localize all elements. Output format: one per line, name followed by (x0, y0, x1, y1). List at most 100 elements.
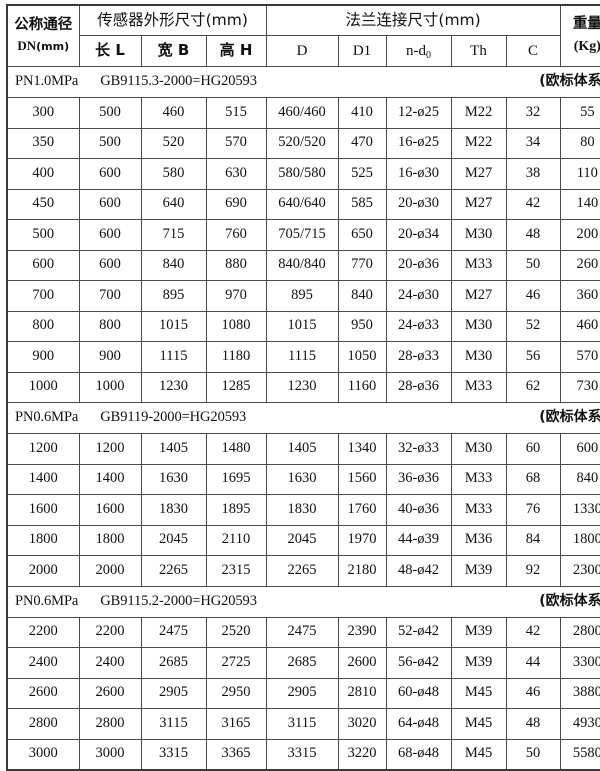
table-row: 600 600 840 880 840/840 770 20-ø36 M33 50 260 (6, 249, 600, 281)
table-row: 3000 3000 3315 3365 3315 3220 68-ø48 M45 50 5580 (6, 738, 600, 771)
cell-c: 42 (505, 616, 561, 648)
header-row-columns: 长 L 宽 B 高 H D D1 n-d0 Th C (7, 35, 600, 67)
section-pressure-rating: PN0.6MPa (15, 592, 79, 609)
cell-width: 520 (140, 127, 207, 159)
cell-width: 2685 (140, 647, 207, 679)
cell-length: 2600 (78, 677, 142, 709)
cell-d1: 1340 (337, 433, 387, 465)
section-note: (欧标体系) (539, 592, 600, 609)
cell-length: 600 (78, 158, 142, 190)
cell-weight: 840 (559, 463, 600, 495)
cell-nd0: 28-ø36 (385, 371, 452, 403)
cell-weight: 110 (559, 158, 600, 190)
cell-height: 760 (205, 219, 267, 251)
cell-d: 840/840 (265, 249, 339, 281)
cell-height: 2520 (205, 616, 267, 648)
table-row: 2200 2200 2475 2520 2475 2390 52-ø42 M39 42 2800 (6, 616, 600, 648)
cell-c: 52 (505, 310, 561, 342)
cell-d1: 2600 (337, 647, 387, 679)
cell-length: 500 (78, 97, 142, 129)
cell-weight: 4930 (559, 708, 600, 740)
table-row: 1800 1800 2045 2110 2045 1970 44-ø39 M36 84 1800 (6, 524, 600, 556)
cell-length: 900 (78, 341, 142, 373)
cell-length: 1000 (78, 371, 142, 403)
section-header-cell: PN0.6MPa GB9115.2-2000=HG20593 (欧标体系) (6, 585, 600, 618)
cell-c: 46 (505, 280, 561, 312)
cell-d1: 585 (337, 188, 387, 220)
cell-length: 800 (78, 310, 142, 342)
header-col-nd0: n-d0 (385, 35, 452, 67)
cell-d1: 840 (337, 280, 387, 312)
cell-width: 895 (140, 280, 207, 312)
cell-width: 640 (140, 188, 207, 220)
cell-d1: 1050 (337, 341, 387, 373)
cell-c: 32 (505, 97, 561, 129)
header-weight-title: 重量 (572, 16, 600, 33)
cell-nd0: 20-ø30 (385, 188, 452, 220)
cell-dn: 350 (6, 127, 80, 159)
table-row: 1000 1000 1230 1285 1230 1160 28-ø36 M33 62 730 (6, 371, 600, 403)
cell-length: 1200 (78, 433, 142, 465)
cell-c: 68 (505, 463, 561, 495)
cell-d: 2045 (265, 524, 339, 556)
cell-weight: 1800 (559, 524, 600, 556)
cell-length: 600 (78, 219, 142, 251)
cell-th: M27 (450, 280, 507, 312)
cell-nd0: 24-ø30 (385, 280, 452, 312)
cell-d1: 1160 (337, 371, 387, 403)
cell-d: 1015 (265, 310, 339, 342)
section-pressure-rating: PN1.0MPa (15, 73, 79, 90)
cell-d1: 2390 (337, 616, 387, 648)
cell-th: M39 (450, 616, 507, 648)
cell-d1: 950 (337, 310, 387, 342)
header-col-c: C (505, 35, 561, 67)
table-row: 450 600 640 690 640/640 585 20-ø30 M27 42 140 (6, 188, 600, 220)
cell-weight: 600 (559, 433, 600, 465)
cell-weight: 570 (559, 341, 600, 373)
cell-weight: 1330 (559, 494, 600, 526)
cell-d1: 3220 (337, 738, 387, 771)
cell-width: 2475 (140, 616, 207, 648)
cell-nd0: 28-ø33 (385, 341, 452, 373)
header-col-length: 长 L (78, 35, 142, 67)
cell-height: 1895 (205, 494, 267, 526)
cell-th: M27 (450, 158, 507, 190)
cell-c: 48 (505, 219, 561, 251)
cell-c: 48 (505, 708, 561, 740)
cell-width: 1115 (140, 341, 207, 373)
cell-length: 600 (78, 188, 142, 220)
cell-nd0: 12-ø25 (385, 97, 452, 129)
cell-width: 460 (140, 97, 207, 129)
cell-width: 3115 (140, 708, 207, 740)
cell-d: 460/460 (265, 97, 339, 129)
cell-dn: 2600 (6, 677, 80, 709)
cell-dn: 1200 (6, 433, 80, 465)
section-standard-code: GB9115.3-2000=HG20593 (100, 73, 257, 90)
cell-weight: 730 (559, 371, 600, 403)
cell-c: 38 (505, 158, 561, 190)
cell-c: 56 (505, 341, 561, 373)
cell-width: 1015 (140, 310, 207, 342)
table-row: 2400 2400 2685 2725 2685 2600 56-ø42 M39 44 3300 (6, 647, 600, 679)
cell-d: 895 (265, 280, 339, 312)
cell-c: 46 (505, 677, 561, 709)
section-header-cell: PN1.0MPa GB9115.3-2000=HG20593 (欧标体系) (6, 66, 600, 98)
cell-width: 3315 (140, 738, 207, 771)
cell-th: M45 (450, 738, 507, 771)
cell-width: 715 (140, 219, 207, 251)
cell-th: M39 (450, 647, 507, 679)
table-row: 300 500 460 515 460/460 410 12-ø25 M22 32 55 (6, 97, 600, 129)
cell-weight: 80 (559, 127, 600, 159)
cell-length: 700 (78, 280, 142, 312)
cell-c: 84 (505, 524, 561, 556)
cell-nd0: 16-ø25 (385, 127, 452, 159)
cell-nd0: 24-ø33 (385, 310, 452, 342)
header-col-width: 宽 B (140, 35, 207, 67)
cell-nd0: 32-ø33 (385, 433, 452, 465)
cell-height: 515 (205, 97, 267, 129)
cell-c: 60 (505, 433, 561, 465)
cell-c: 76 (505, 494, 561, 526)
cell-nd0: 68-ø48 (385, 738, 452, 771)
cell-d1: 410 (337, 97, 387, 129)
header-col-d: D (265, 35, 339, 67)
